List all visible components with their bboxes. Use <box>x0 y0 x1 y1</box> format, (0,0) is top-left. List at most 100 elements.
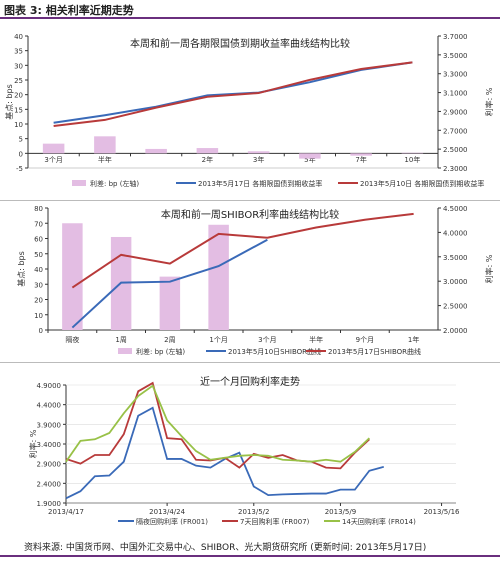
spread-bar <box>208 224 229 330</box>
left-tick-label: 80 <box>34 205 43 213</box>
left-tick-label: 40 <box>14 33 23 41</box>
x-tick-label: 半年 <box>309 335 323 344</box>
chart-title: 本周和前一周SHIBOR利率曲线结构比较 <box>161 208 339 221</box>
x-tick-label: 2周 <box>164 336 175 344</box>
right-tick-label: 3.3000 <box>443 71 468 79</box>
left-tick-label: 20 <box>34 297 43 305</box>
x-tick-label: 半年 <box>98 155 112 164</box>
x-tick-label: 2013/5/9 <box>325 508 356 516</box>
x-tick-label: 9个月 <box>356 336 374 344</box>
left-axis-label: 基点: bps <box>4 84 14 120</box>
spread-bar <box>145 148 167 154</box>
right-tick-label: 2.5000 <box>443 146 468 154</box>
right-tick-label: 3.1000 <box>443 90 468 98</box>
yield-series-line <box>53 61 413 128</box>
right-tick-label: 2.3000 <box>443 165 468 173</box>
right-tick-label: 3.5000 <box>443 254 468 262</box>
x-tick-label: 2013/4/24 <box>149 508 185 516</box>
legend-swatch-bar <box>72 180 86 186</box>
panel-divider <box>0 362 500 363</box>
chart-title: 近一个月回购利率走势 <box>200 375 300 388</box>
x-tick-label: 10年 <box>404 155 420 164</box>
figure-title: 图表 3: 相关利率近期走势 <box>4 4 134 17</box>
left-tick-label: 30 <box>34 281 43 289</box>
legend-label: 14天回购利率 (FR014) <box>342 517 416 526</box>
bottom-rule <box>0 555 500 557</box>
right-tick-label: 3.7000 <box>443 33 468 41</box>
x-tick-label: 2013/5/2 <box>238 508 269 516</box>
legend-label: 隔夜回购利率 (FR001) <box>136 517 208 526</box>
left-tick-label: 50 <box>34 251 43 259</box>
legend-swatch-bar <box>118 348 132 354</box>
repo-series-line <box>65 406 385 500</box>
left-tick-label: 20 <box>14 92 23 100</box>
spread-bar <box>247 151 270 154</box>
y-tick-label: 3.4000 <box>37 441 62 449</box>
left-tick-label: 0 <box>39 327 43 335</box>
left-tick-label: 35 <box>14 48 23 56</box>
repo-rate-chart: 1.9000 2.4000 2.9000 3.4000 3.9000 4.4000 4.90… <box>28 375 460 526</box>
y-tick-label: 2.9000 <box>37 461 62 469</box>
right-tick-label: 2.0000 <box>443 327 468 335</box>
y-tick-label: 1.9000 <box>37 500 62 508</box>
left-tick-label: 30 <box>14 62 23 70</box>
legend-label: 7天回购利率 (FR007) <box>240 517 310 526</box>
repo-series-line <box>65 384 370 463</box>
x-tick-label: 1个月 <box>209 336 227 344</box>
y-axis-label: 利率: % <box>28 429 38 458</box>
legend-label: 2013年5月10日SHIBOR曲线 <box>228 347 321 356</box>
spread-bar <box>62 223 83 330</box>
legend-label: 利差: bp (左轴) <box>136 347 185 356</box>
right-tick-label: 3.5000 <box>443 52 468 60</box>
right-tick-label: 2.7000 <box>443 127 468 135</box>
right-tick-label: 4.0000 <box>443 229 468 237</box>
panel-divider <box>0 200 500 201</box>
spread-bar <box>196 148 219 154</box>
left-tick-label: 10 <box>34 312 43 320</box>
right-tick-label: 2.9000 <box>443 108 468 116</box>
left-tick-label: 10 <box>14 121 23 129</box>
left-tick-label: 25 <box>14 77 23 85</box>
chart-title: 本周和前一周各期限国债到期收益率曲线结构比较 <box>130 37 350 50</box>
left-tick-label: 60 <box>34 236 43 244</box>
right-tick-label: 4.5000 <box>443 205 468 213</box>
x-tick-label: 3个月 <box>44 156 62 164</box>
x-tick-label: 3年 <box>253 155 264 164</box>
legend-label: 2013年5月17日SHIBOR曲线 <box>328 347 421 356</box>
legend-label: 利差: bp (左轴) <box>90 179 139 188</box>
shibor-curve-chart: 0 10 20 30 40 50 60 70 80 2.0000 2.5000 3.0000 3.500… <box>16 205 494 356</box>
y-tick-label: 4.9000 <box>37 382 62 390</box>
chart-panel-repo: 1.9000 2.4000 2.9000 3.4000 3.9000 4.4000 4.90… <box>0 363 500 535</box>
legend-label: 2013年5月10日 各期限国债到期收益率 <box>360 179 484 188</box>
x-tick-label: 2年 <box>202 155 213 164</box>
legend-label: 2013年5月17日 各期限国债到期收益率 <box>198 179 322 188</box>
x-tick-label: 7年 <box>355 155 366 164</box>
spread-bar <box>159 276 181 330</box>
spread-bar <box>350 153 372 156</box>
spread-bar <box>94 136 116 154</box>
right-axis-label: 利率: % <box>484 254 494 283</box>
right-axis-label: 利率: % <box>484 87 494 116</box>
x-tick-label: 2013/4/17 <box>48 508 84 516</box>
left-tick-label: 5 <box>19 136 23 144</box>
treasury-yield-chart: -5 0 5 10 15 20 25 30 35 40 2.3000 2.5000 2.7000 2.90… <box>4 33 494 188</box>
x-tick-label: 隔夜 <box>65 335 79 344</box>
left-tick-label: 40 <box>34 266 43 274</box>
repo-series-line <box>65 381 370 470</box>
y-tick-label: 4.4000 <box>37 402 62 410</box>
right-tick-label: 3.0000 <box>443 278 468 286</box>
left-tick-label: 0 <box>19 150 23 158</box>
chart-panel-treasury: -5 0 5 10 15 20 25 30 35 40 2.3000 2.5000 2.7000 2.90… <box>0 20 500 200</box>
x-tick-label: 1年 <box>408 335 419 344</box>
yield-series-line <box>53 61 413 124</box>
x-tick-label: 3个月 <box>258 336 276 344</box>
x-tick-label: 5年 <box>304 155 315 164</box>
spread-bar <box>42 143 65 154</box>
y-tick-label: 3.9000 <box>37 421 62 429</box>
top-rule <box>0 17 500 19</box>
left-tick-label: 15 <box>14 106 23 114</box>
spread-bar <box>299 153 321 159</box>
shibor-series-line <box>71 212 414 289</box>
left-axis-label: 基点: bps <box>16 251 26 287</box>
left-tick-label: -5 <box>16 165 23 173</box>
